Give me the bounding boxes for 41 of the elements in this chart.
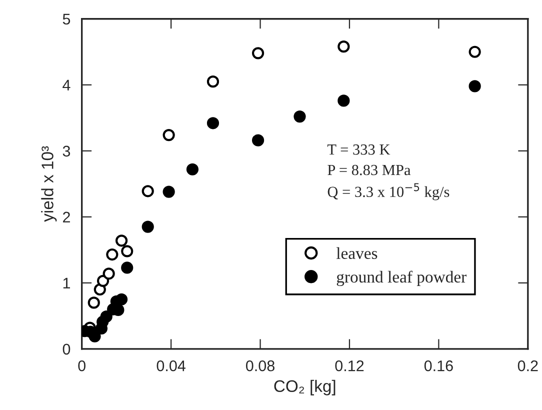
- point: [338, 94, 350, 107]
- point: [142, 220, 154, 233]
- point: [106, 248, 118, 261]
- point: [186, 163, 199, 176]
- point: [162, 186, 175, 198]
- x-axis-title: CO₂ [kg]: [274, 380, 336, 396]
- legend-label: ground leaf powder: [336, 270, 466, 286]
- point: [338, 40, 350, 53]
- point: [252, 47, 264, 60]
- point: [88, 296, 100, 309]
- point: [252, 134, 264, 146]
- y-tick-label: 3: [62, 146, 70, 157]
- point: [468, 80, 481, 92]
- point: [115, 234, 128, 247]
- point: [206, 117, 220, 130]
- y-tick-label: 5: [62, 14, 70, 25]
- point: [206, 76, 220, 88]
- point: [100, 310, 112, 323]
- x-tick-label: 0.08: [246, 360, 274, 372]
- x-tick-label: 0: [78, 360, 86, 372]
- x-tick-label: 0.2: [518, 360, 538, 372]
- point: [96, 274, 110, 287]
- x-tick-label: 0.16: [424, 360, 453, 372]
- y-tick-label: 4: [62, 80, 70, 90]
- point: [102, 268, 115, 280]
- annotation: Q = 3.3 x 10$^{−5}$ kg/s: [328, 183, 450, 200]
- annotation: T = 333 K: [327, 144, 390, 155]
- y-tick-label: 2: [63, 212, 70, 222]
- point: [162, 128, 175, 142]
- point: [294, 110, 306, 123]
- x-tick-label: 0.04: [156, 360, 186, 372]
- point: [121, 245, 134, 258]
- annotation: P = 8.83 MPa: [328, 164, 411, 176]
- x-tick-label: 0.12: [335, 360, 364, 372]
- point: [468, 46, 481, 58]
- point: [121, 262, 134, 274]
- y-tick-label: 1: [63, 278, 70, 288]
- point: [142, 185, 154, 198]
- legend-label: leaves: [336, 247, 378, 259]
- y-axis-title: yield x 10³: [41, 146, 57, 222]
- y-tick-label: 0: [62, 344, 70, 355]
